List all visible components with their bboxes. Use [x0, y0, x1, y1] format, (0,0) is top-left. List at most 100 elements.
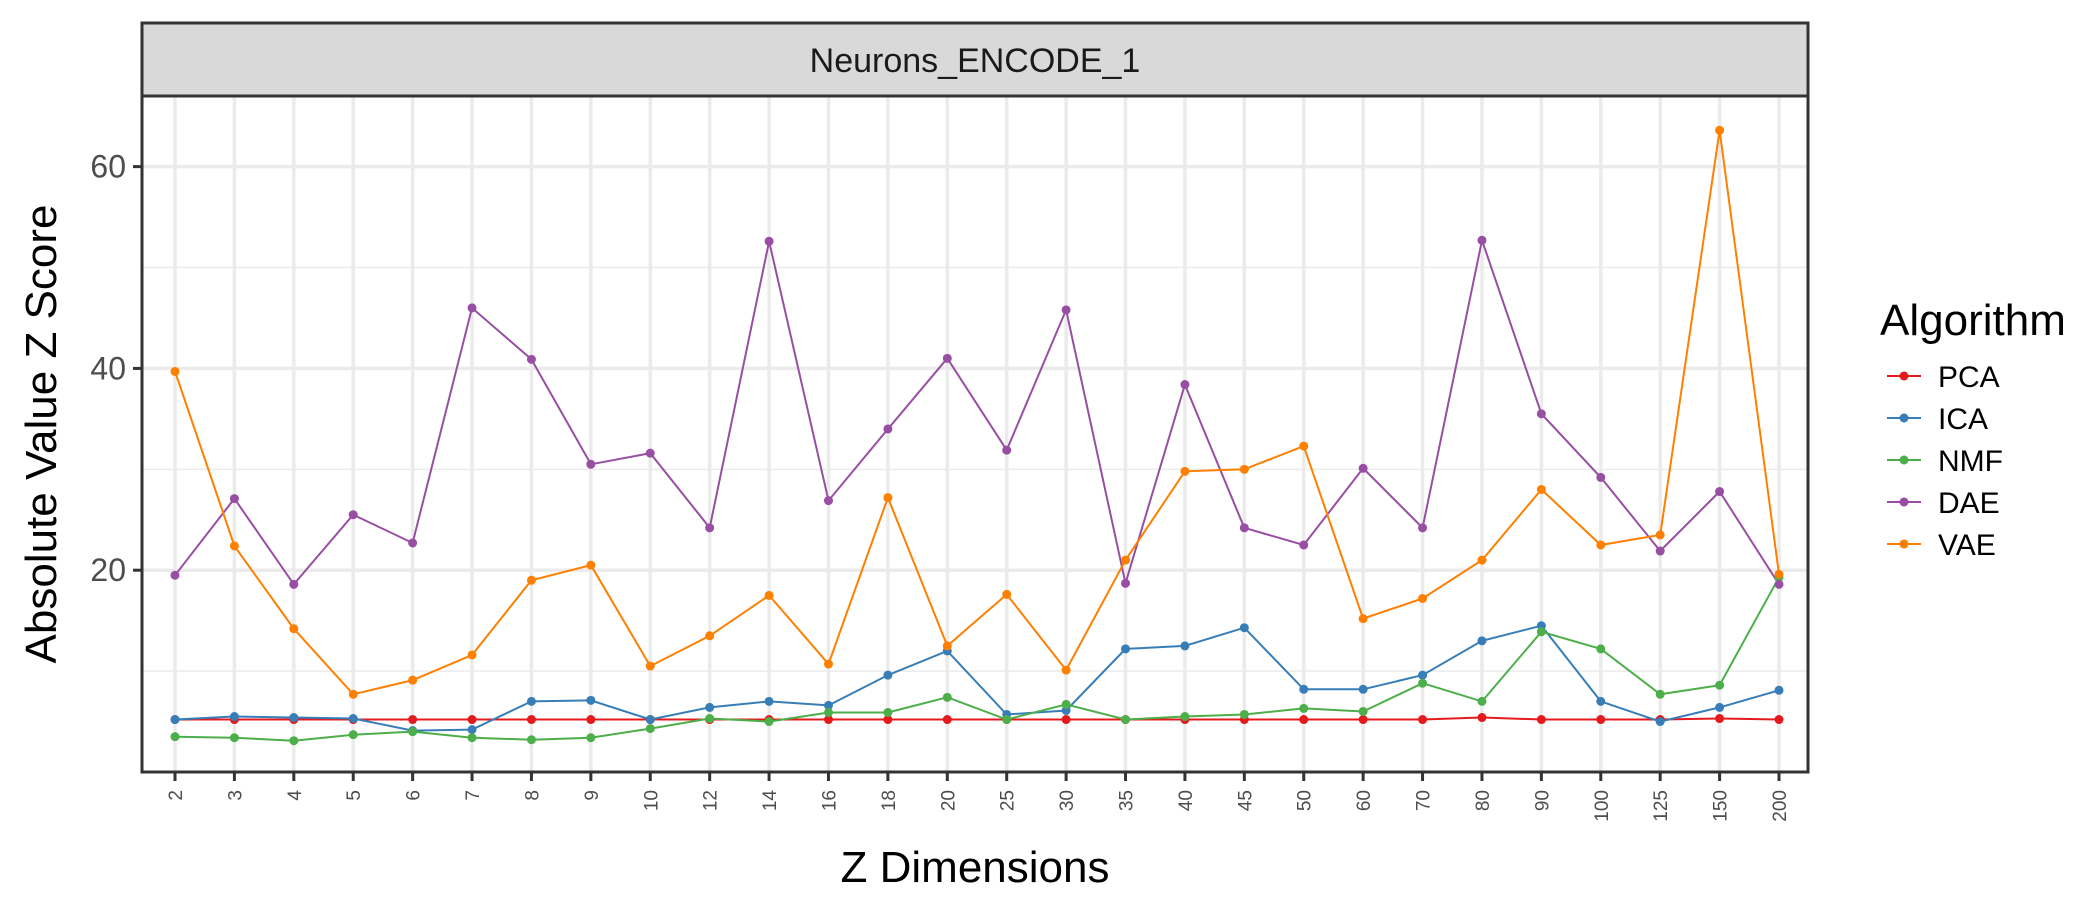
data-point-nmf	[170, 732, 180, 742]
data-point-dae	[1358, 463, 1368, 473]
data-point-vae	[1002, 589, 1012, 599]
data-point-vae	[1655, 530, 1665, 540]
data-point-nmf	[1121, 715, 1131, 725]
data-point-pca	[823, 715, 833, 725]
data-point-nmf	[348, 730, 358, 740]
legend-key-point-vae	[1899, 539, 1909, 549]
data-point-dae	[348, 510, 358, 520]
x-tick-label: 70	[1414, 790, 1435, 811]
data-point-pca	[1774, 715, 1784, 725]
data-point-dae	[883, 424, 893, 434]
data-point-nmf	[1061, 699, 1071, 709]
data-point-dae	[408, 538, 418, 548]
data-point-nmf	[1536, 627, 1546, 637]
x-tick-label: 10	[641, 790, 662, 811]
data-point-vae	[408, 675, 418, 685]
y-axis: 20 40 60	[90, 149, 142, 588]
x-tick-label: 200	[1770, 790, 1791, 822]
data-point-vae	[1536, 484, 1546, 494]
data-point-vae	[1596, 540, 1606, 550]
data-point-nmf	[1180, 712, 1190, 722]
data-point-dae	[1477, 235, 1487, 245]
data-point-nmf	[526, 735, 536, 745]
data-point-vae	[764, 590, 774, 600]
x-tick-label: 60	[1354, 790, 1375, 811]
legend-label-vae: VAE	[1938, 529, 1996, 562]
data-point-dae	[1180, 380, 1190, 390]
data-point-dae	[229, 494, 239, 504]
data-point-dae	[1655, 546, 1665, 556]
data-point-pca	[467, 715, 477, 725]
data-point-dae	[1061, 305, 1071, 315]
y-tick-label: 20	[90, 552, 126, 588]
data-point-pca	[1061, 715, 1071, 725]
data-point-vae	[1180, 466, 1190, 476]
data-point-ica	[1596, 696, 1606, 706]
x-axis: 2 3 4 5 6 7 8 9 10 12 14 16 18 20 25 30 35 40 45 50 60 70 80 90…	[166, 772, 1791, 822]
data-point-vae	[1418, 593, 1428, 603]
data-point-dae	[170, 570, 180, 580]
data-point-ica	[467, 725, 477, 735]
data-point-ica	[348, 714, 358, 724]
x-tick-label: 5	[344, 790, 365, 801]
data-point-pca	[942, 715, 952, 725]
data-point-vae	[526, 575, 536, 585]
data-point-dae	[1715, 487, 1725, 497]
panel-border	[140, 94, 1810, 774]
data-point-vae	[883, 493, 893, 503]
legend-key-point-pca	[1899, 371, 1909, 381]
data-point-dae	[764, 236, 774, 246]
data-point-ica	[645, 715, 655, 725]
x-tick-label: 7	[463, 790, 484, 801]
data-point-vae	[586, 560, 596, 570]
series-line-dae	[174, 236, 1780, 586]
data-point-vae	[1061, 665, 1071, 675]
x-tick-label: 80	[1473, 790, 1494, 811]
data-point-ica	[289, 713, 299, 723]
data-point-ica	[1121, 644, 1131, 654]
y-axis-title: Absolute Value Z Score	[17, 205, 66, 664]
data-point-ica	[823, 700, 833, 710]
data-point-pca	[1596, 715, 1606, 725]
series-lines	[174, 130, 1780, 742]
minor-gridlines	[142, 266, 1808, 672]
data-point-nmf	[1655, 689, 1665, 699]
data-point-pca	[586, 715, 596, 725]
data-point-dae	[942, 353, 952, 363]
legend-label-nmf: NMF	[1938, 445, 2003, 478]
data-point-nmf	[1596, 644, 1606, 654]
data-point-nmf	[408, 727, 418, 737]
data-point-vae	[1299, 441, 1309, 451]
data-point-nmf	[289, 736, 299, 746]
data-point-vae	[1774, 569, 1784, 579]
data-point-ica	[1715, 702, 1725, 712]
x-tick-label: 16	[819, 790, 840, 811]
data-point-nmf	[883, 707, 893, 717]
data-point-vae	[1358, 614, 1368, 624]
x-tick-label: 90	[1532, 790, 1553, 811]
facet-strip	[140, 21, 1810, 98]
data-point-pca	[1536, 715, 1546, 725]
data-point-ica	[705, 702, 715, 712]
data-point-ica	[1655, 717, 1665, 727]
data-point-nmf	[1239, 709, 1249, 719]
x-tick-label: 30	[1057, 790, 1078, 811]
legend-label-ica: ICA	[1938, 403, 1988, 436]
data-point-pca	[1299, 715, 1309, 725]
x-tick-label: 3	[225, 790, 246, 801]
data-point-nmf	[645, 724, 655, 734]
data-point-ica	[526, 696, 536, 706]
series-line-vae	[174, 130, 1780, 696]
data-point-dae	[645, 448, 655, 458]
data-point-nmf	[1477, 696, 1487, 706]
data-point-dae	[705, 523, 715, 533]
data-point-vae	[1477, 555, 1487, 565]
data-point-dae	[1299, 540, 1309, 550]
x-tick-label: 18	[879, 790, 900, 811]
data-point-pca	[1715, 714, 1725, 724]
data-point-vae	[229, 541, 239, 551]
data-point-ica	[1418, 670, 1428, 680]
legend-key-point-ica	[1899, 413, 1909, 423]
x-tick-label: 125	[1651, 790, 1672, 822]
